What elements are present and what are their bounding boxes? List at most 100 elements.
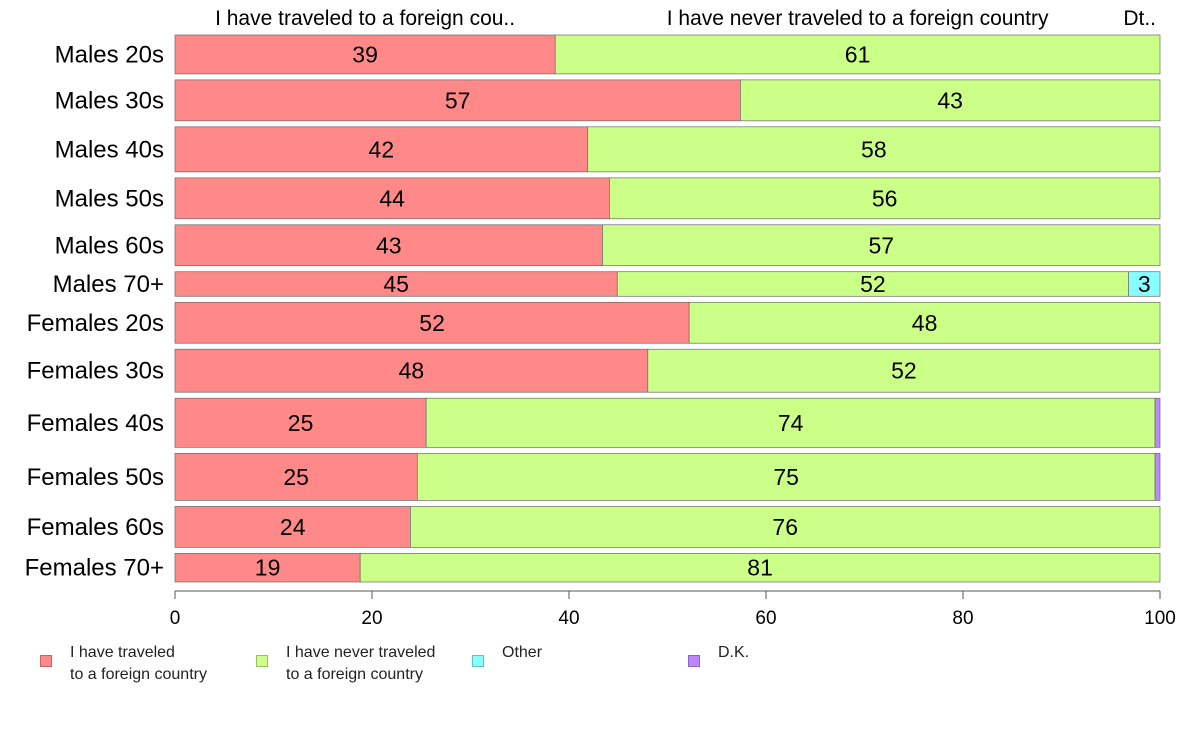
bar-segment-i-have-never-traveled-to-a-foreign-country [602, 224, 1161, 267]
bar-row-males-70: Males 70+ 45 52 3 [53, 271, 1161, 298]
bar-row-females-40s: Females 40s 25 74 [27, 397, 1161, 448]
legend-swatch-other [472, 655, 484, 667]
data-label: 45 [383, 271, 409, 297]
bar-row-females-70: Females 70+ 19 81 [25, 552, 1161, 583]
x-tick-label: 0 [170, 608, 181, 629]
category-label: Females 40s [27, 410, 164, 437]
legend-item-dk: D.K. [688, 642, 749, 667]
data-label: 52 [891, 358, 917, 384]
data-label: 56 [872, 185, 898, 211]
data-label: 25 [288, 410, 314, 436]
legend-item-traveled: I have traveled to a foreign country [40, 642, 207, 686]
data-label: 19 [255, 555, 281, 581]
bar-row-females-20s: Females 20s 52 48 [27, 301, 1161, 344]
column-headers: I have traveled to a foreign cou.. I have… [215, 7, 1156, 30]
legend-item-other: Other [472, 642, 542, 667]
bar-segment-i-have-traveled-to-a-foreign-country [174, 452, 418, 501]
bar-segment-i-have-never-traveled-to-a-foreign-country [416, 452, 1156, 501]
data-label: 39 [352, 41, 378, 67]
data-label: 74 [778, 410, 804, 436]
x-tick-label: 20 [361, 608, 382, 629]
data-label: 43 [376, 232, 402, 258]
category-label: Males 20s [55, 41, 164, 68]
bar-segment-i-have-traveled-to-a-foreign-country [174, 506, 411, 548]
bar-segment-i-have-never-traveled-to-a-foreign-country [410, 506, 1161, 548]
x-tick-label: 40 [558, 608, 579, 629]
bar-row-females-30s: Females 30s 48 52 [27, 348, 1161, 393]
data-label: 58 [861, 136, 887, 162]
bar-row-males-20s: Males 20s 39 61 [55, 34, 1161, 75]
bar-segment-i-have-traveled-to-a-foreign-country [174, 348, 649, 393]
legend: I have traveled to a foreign country I h… [0, 642, 1188, 692]
bar-segment-i-have-never-traveled-to-a-foreign-country [740, 79, 1161, 122]
data-label: 43 [937, 87, 963, 113]
legend-swatch-dk [688, 655, 700, 667]
stacked-bar-chart: I have traveled to a foreign cou.. I have… [25, 7, 1176, 629]
legend-label-traveled: I have traveled to a foreign country [70, 644, 207, 683]
bar-segment-i-have-traveled-to-a-foreign-country [174, 224, 603, 267]
category-label: Females 60s [27, 514, 164, 541]
column-header-i-have-traveled-to-a-foreign-country: I have traveled to a foreign cou.. [215, 7, 515, 30]
legend-item-never-traveled: I have never traveled to a foreign count… [256, 642, 435, 686]
data-label: 81 [747, 555, 773, 581]
bar-row-males-30s: Males 30s 57 43 [55, 79, 1161, 122]
data-label: 42 [369, 136, 395, 162]
bar-segment-i-have-never-traveled-to-a-foreign-country [425, 397, 1156, 448]
data-label: 76 [772, 514, 798, 540]
data-label: 52 [419, 310, 445, 336]
bar-segment-d-k [1154, 452, 1161, 501]
bar-segment-i-have-never-traveled-to-a-foreign-country [359, 552, 1161, 583]
bar-segment-i-have-traveled-to-a-foreign-country [174, 301, 690, 344]
legend-swatch-traveled [40, 655, 52, 667]
bar-row-males-50s: Males 50s 44 56 [55, 177, 1161, 220]
bar-row-females-60s: Females 60s 24 76 [27, 506, 1161, 548]
bar-row-males-40s: Males 40s 42 58 [55, 126, 1161, 173]
data-label: 57 [868, 232, 894, 258]
data-label: 25 [283, 464, 309, 490]
column-header-i-have-never-traveled-to-a-foreign-country: I have never traveled to a foreign count… [667, 7, 1049, 30]
category-label: Males 60s [55, 232, 164, 259]
data-label: 48 [399, 358, 425, 384]
bar-segment-i-have-never-traveled-to-a-foreign-country [616, 271, 1129, 297]
data-label: 75 [773, 464, 799, 490]
data-label: 52 [860, 271, 886, 297]
category-label: Females 20s [27, 310, 164, 337]
data-label: 44 [379, 185, 405, 211]
column-header-d-k: Dt.. [1123, 7, 1156, 30]
x-tick-label: 60 [755, 608, 776, 629]
legend-swatch-never-traveled [256, 655, 268, 667]
x-tick-label: 80 [952, 608, 973, 629]
category-label: Females 30s [27, 358, 164, 385]
category-label: Females 70+ [25, 555, 164, 582]
data-label: 24 [280, 514, 306, 540]
bar-segment-d-k [1154, 397, 1161, 448]
bar-segment-i-have-traveled-to-a-foreign-country [174, 177, 610, 220]
bar-row-males-60s: Males 60s 43 57 [55, 224, 1161, 267]
category-label: Males 30s [55, 87, 164, 114]
bar-segment-i-have-traveled-to-a-foreign-country [174, 397, 427, 448]
x-axis: 0 20 40 60 80 100 [170, 590, 1176, 629]
category-label: Females 50s [27, 464, 164, 491]
bar-segment-i-have-traveled-to-a-foreign-country [174, 34, 556, 75]
bar-row-females-50s: Females 50s 25 75 [27, 452, 1161, 501]
legend-label-other: Other [502, 644, 543, 661]
bar-segment-i-have-traveled-to-a-foreign-country [174, 126, 589, 173]
bar-segment-i-have-never-traveled-to-a-foreign-country [688, 301, 1161, 344]
bar-segment-i-have-never-traveled-to-a-foreign-country [554, 34, 1161, 75]
bar-segment-i-have-never-traveled-to-a-foreign-country [609, 177, 1161, 220]
legend-label-dk: D.K. [718, 644, 750, 661]
data-label: 57 [445, 87, 471, 113]
legend-label-never-traveled: I have never traveled to a foreign count… [286, 644, 436, 683]
data-label: 48 [912, 310, 938, 336]
category-label: Males 40s [55, 136, 164, 163]
bar-segment-i-have-never-traveled-to-a-foreign-country [587, 126, 1161, 173]
bar-segment-i-have-never-traveled-to-a-foreign-country [647, 348, 1161, 393]
bar-segment-other [1128, 271, 1161, 297]
x-tick-label: 100 [1144, 608, 1176, 629]
category-label: Males 50s [55, 185, 164, 212]
category-label: Males 70+ [53, 271, 164, 298]
data-label: 3 [1138, 271, 1151, 297]
bar-segment-i-have-traveled-to-a-foreign-country [174, 79, 741, 122]
data-label: 61 [845, 41, 871, 67]
